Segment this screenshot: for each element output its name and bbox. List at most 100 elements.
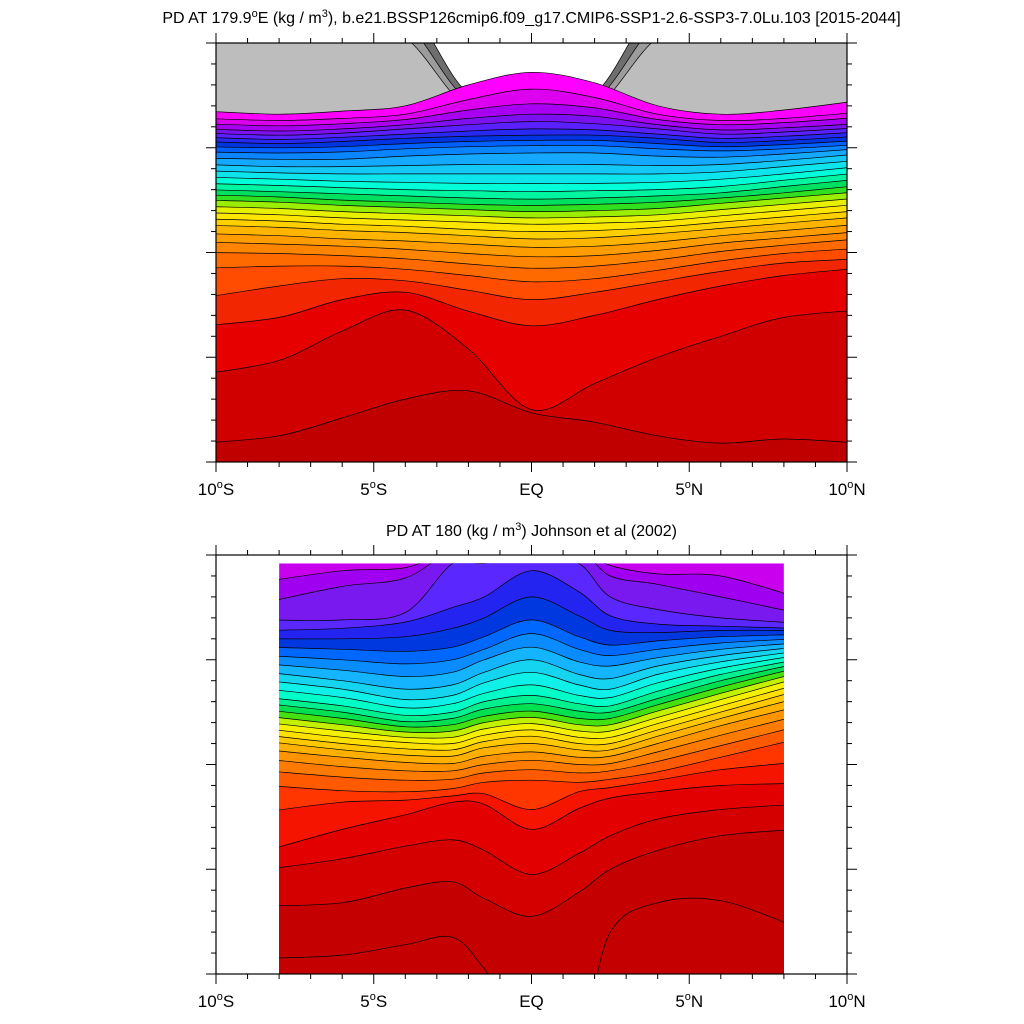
contour-line bbox=[279, 643, 784, 677]
x-tick-degree: o bbox=[370, 991, 376, 1003]
contour-line bbox=[279, 741, 784, 793]
contour-line bbox=[216, 259, 847, 300]
x-tick-label: 5oN bbox=[675, 479, 703, 499]
contour-line bbox=[279, 619, 784, 652]
x-tick-number: 5 bbox=[675, 480, 684, 499]
contour-line bbox=[216, 88, 847, 122]
chart-title: PD AT 180 (kg / m3) Johnson et al (2002) bbox=[386, 521, 677, 540]
contour-line bbox=[216, 173, 847, 193]
contour-line bbox=[216, 180, 847, 200]
contour-line bbox=[216, 139, 847, 149]
contour-line bbox=[279, 681, 784, 739]
x-tick-degree: o bbox=[847, 479, 853, 491]
contour-line bbox=[216, 71, 847, 115]
x-tick-degree: o bbox=[370, 479, 376, 491]
contour-line bbox=[279, 648, 784, 690]
x-tick-number: 5 bbox=[360, 480, 369, 499]
x-tick-number: 10 bbox=[198, 992, 217, 1011]
title-text: ), b.e21.BSSP126cmip6.f09_g17.CMIP6-SSP1… bbox=[328, 10, 901, 27]
contour-field bbox=[216, 43, 847, 462]
x-tick-label: 5oS bbox=[360, 991, 387, 1011]
contour-line bbox=[216, 160, 847, 175]
x-tick-number: EQ bbox=[519, 480, 544, 499]
contour-line bbox=[216, 128, 847, 140]
title-superscript: o bbox=[252, 8, 258, 20]
contour-line bbox=[216, 149, 847, 160]
contour-field bbox=[279, 563, 784, 974]
x-tick-number: EQ bbox=[519, 992, 544, 1011]
contour-line bbox=[279, 718, 784, 772]
x-tick-number: 10 bbox=[828, 992, 847, 1011]
contour-line bbox=[279, 666, 784, 723]
title-text: PD AT 179.9 bbox=[162, 10, 251, 27]
contour-line bbox=[279, 563, 784, 611]
contour-line bbox=[279, 670, 784, 728]
x-tick-label: 10oN bbox=[828, 479, 865, 499]
x-tick-degree: o bbox=[685, 991, 691, 1003]
title-superscript: 3 bbox=[515, 521, 521, 533]
contour-line bbox=[279, 687, 784, 745]
chart-title: PD AT 179.9oE (kg / m3), b.e21.BSSP126cm… bbox=[162, 8, 900, 27]
x-tick-degree: o bbox=[685, 479, 691, 491]
x-tick-label: EQ bbox=[519, 480, 544, 499]
contour-line bbox=[279, 563, 784, 594]
contour-line bbox=[216, 154, 847, 168]
contour-line bbox=[216, 113, 847, 132]
contour-line bbox=[216, 224, 847, 248]
contour-line bbox=[279, 661, 784, 716]
contour-line bbox=[216, 248, 847, 283]
contour-line bbox=[216, 121, 847, 136]
x-tick-label: 10oS bbox=[198, 991, 234, 1011]
x-tick-degree: o bbox=[217, 479, 223, 491]
contour-line bbox=[216, 268, 847, 327]
contour-line bbox=[279, 563, 784, 623]
contour-line bbox=[216, 192, 847, 212]
x-tick-hemisphere: S bbox=[376, 480, 387, 499]
title-text: PD AT 180 (kg / m bbox=[386, 523, 515, 540]
contour-line bbox=[216, 167, 847, 184]
contour-line bbox=[279, 729, 784, 781]
x-tick-hemisphere: N bbox=[853, 480, 865, 499]
contour-line bbox=[216, 309, 847, 411]
contour-band bbox=[279, 898, 784, 974]
contour-line bbox=[279, 652, 784, 701]
contour-line bbox=[279, 676, 784, 733]
contour-line bbox=[216, 186, 847, 206]
contour-line bbox=[279, 783, 784, 848]
contour-line bbox=[216, 144, 847, 154]
contour-line bbox=[216, 217, 847, 240]
contour-line bbox=[279, 570, 784, 631]
contour-line bbox=[216, 232, 847, 258]
contour-line bbox=[216, 134, 847, 144]
x-tick-hemisphere: N bbox=[853, 992, 865, 1011]
x-tick-label: 10oN bbox=[828, 991, 865, 1011]
title-text: ) Johnson et al (2002) bbox=[521, 523, 677, 540]
contour-line bbox=[279, 701, 784, 757]
contour-line bbox=[279, 596, 784, 640]
contour-line bbox=[279, 657, 784, 709]
x-tick-degree: o bbox=[217, 991, 223, 1003]
x-tick-hemisphere: S bbox=[376, 992, 387, 1011]
x-tick-hemisphere: N bbox=[691, 480, 703, 499]
title-text: E (kg / m bbox=[258, 10, 322, 27]
x-tick-number: 10 bbox=[198, 480, 217, 499]
x-tick-hemisphere: N bbox=[691, 992, 703, 1011]
contour-line bbox=[216, 211, 847, 232]
x-tick-hemisphere: S bbox=[223, 992, 234, 1011]
contour-line bbox=[279, 709, 784, 765]
contour-line bbox=[279, 804, 784, 875]
x-tick-label: EQ bbox=[519, 992, 544, 1011]
contour-line bbox=[216, 198, 847, 219]
title-superscript: 3 bbox=[322, 8, 328, 20]
x-tick-number: 5 bbox=[360, 992, 369, 1011]
contour-line bbox=[279, 633, 784, 665]
x-tick-number: 10 bbox=[828, 480, 847, 499]
x-tick-hemisphere: S bbox=[223, 480, 234, 499]
contour-line bbox=[216, 103, 847, 127]
contour-line bbox=[279, 694, 784, 751]
contour-line bbox=[216, 239, 847, 269]
x-tick-label: 5oN bbox=[675, 991, 703, 1011]
